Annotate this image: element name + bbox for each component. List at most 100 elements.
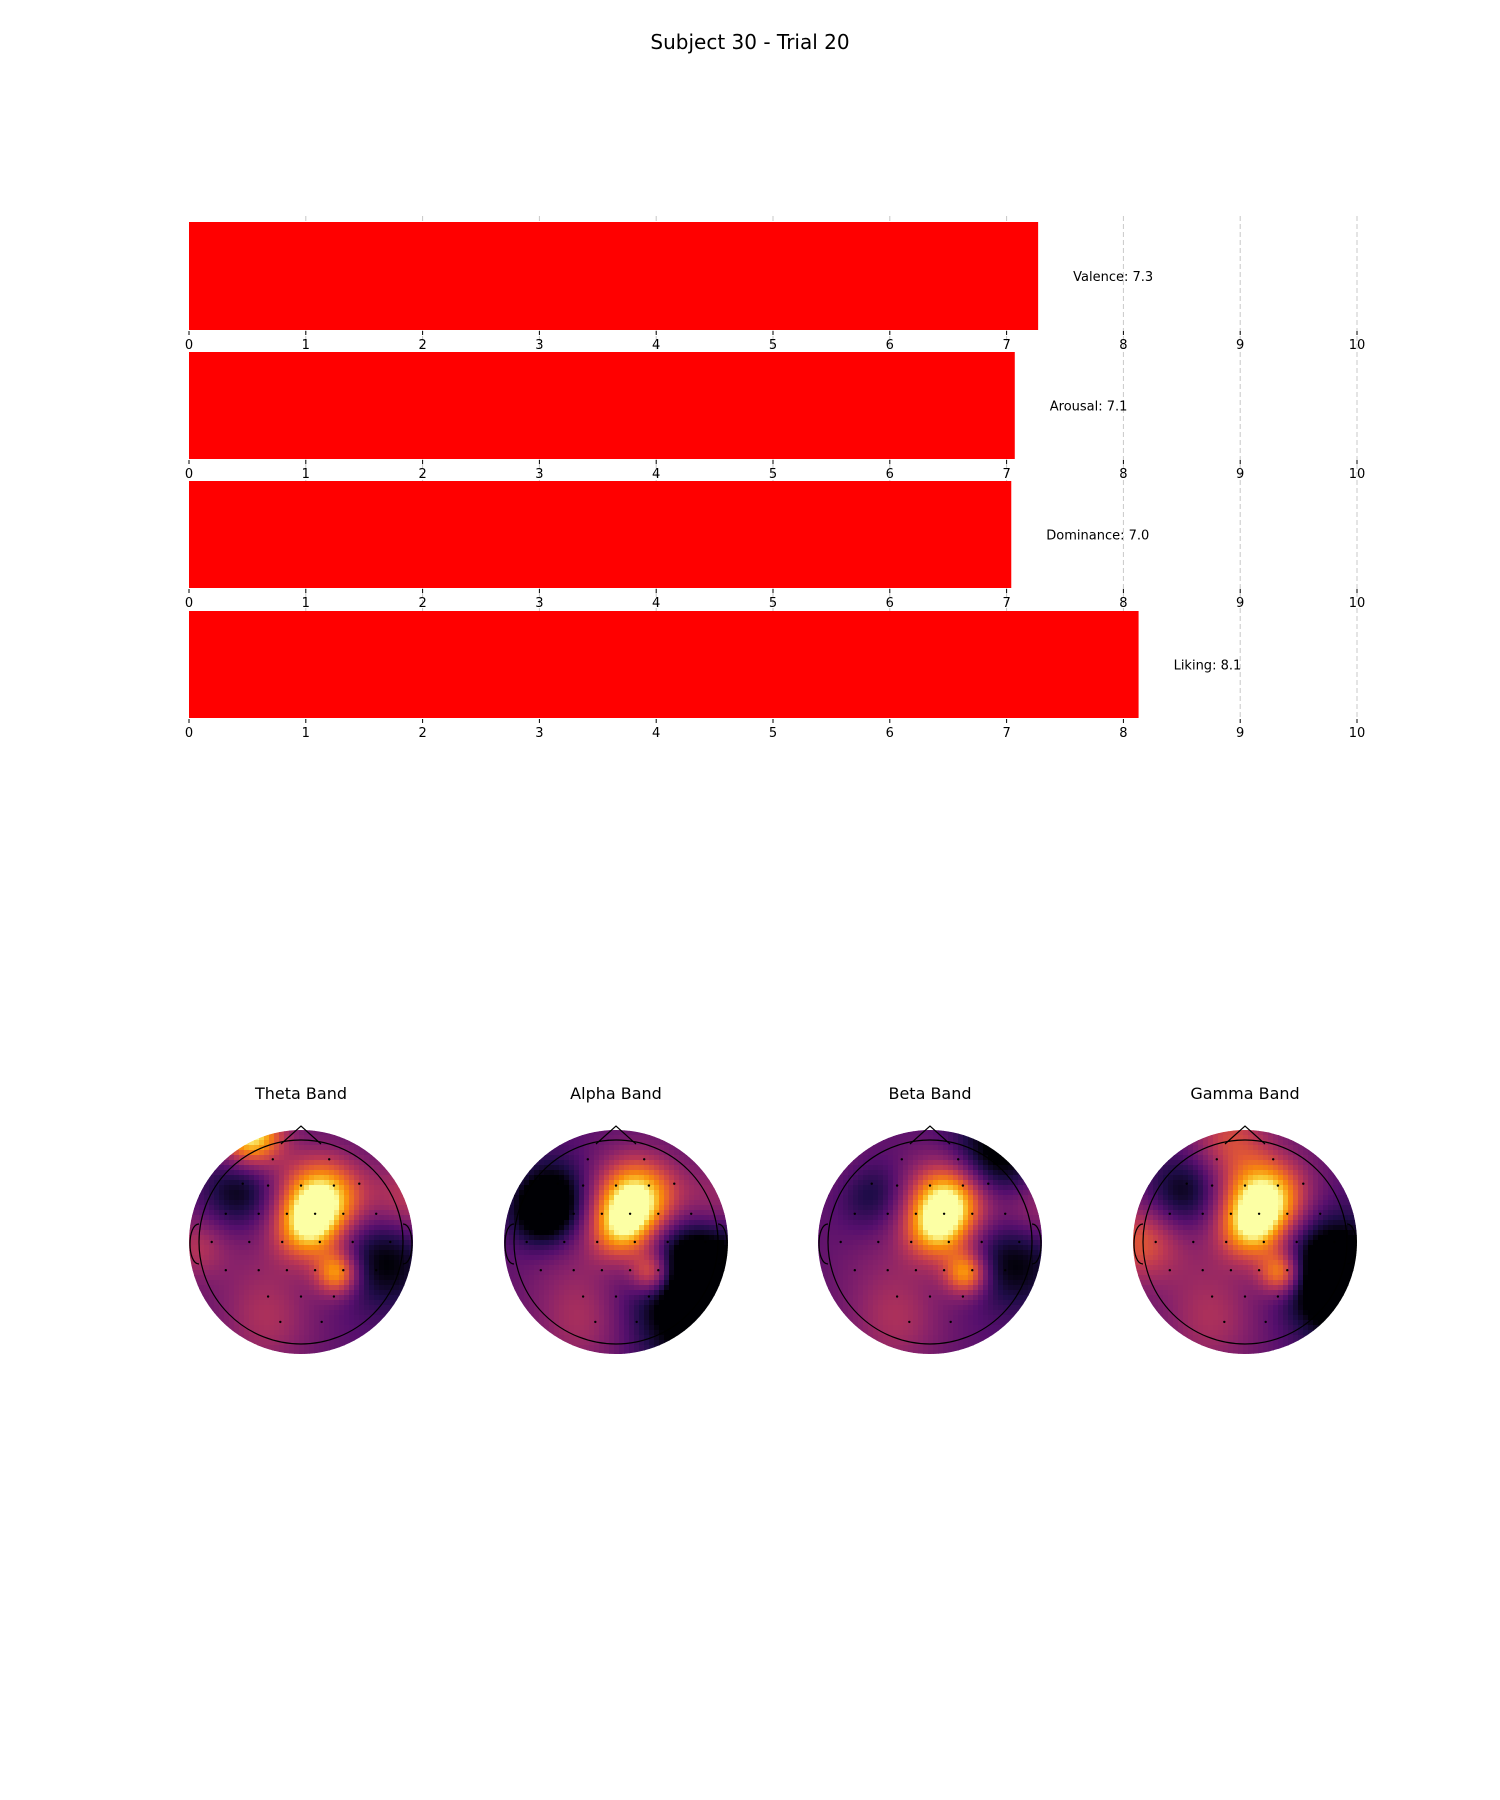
nose-outline [595,1125,637,1145]
right-ear-outline [1346,1223,1357,1265]
electrode-dot [1262,1240,1265,1244]
electrode-dot [614,1295,618,1298]
electrode-dot [572,1212,575,1215]
electrode-dot [596,1240,599,1244]
x-tick-label: 0 [185,338,193,353]
electrode-dot [961,1184,965,1187]
electrode-dot [539,1269,542,1272]
electrode-dot [1264,1320,1267,1324]
electrode-dot [949,1320,952,1324]
electrode-dot [279,1320,282,1324]
electrode-dot [1272,1158,1275,1161]
electrodes [1154,1158,1336,1324]
electrode-dot [1168,1269,1171,1272]
electrode-dot [257,1269,260,1272]
electrode-dot [539,1212,542,1215]
electrode-dot [1319,1269,1322,1272]
x-tick-label: 5 [769,338,777,353]
electrode-dot [886,1269,889,1272]
electrode-dot [957,1158,960,1161]
electrode-dot [886,1212,889,1215]
left-ear-outline [818,1223,829,1265]
x-tick-label: 5 [769,726,777,741]
right-ear-outline [402,1223,413,1265]
electrode-dot [600,1269,604,1272]
x-tick-label: 8 [1119,726,1127,741]
nose-outline [280,1125,322,1145]
x-tick-label: 4 [652,467,660,482]
x-tick-label: 4 [652,726,660,741]
electrode-dot [628,1212,632,1215]
electrode-dot [556,1182,559,1185]
electrode-dot [614,1184,618,1187]
electrode-dot [971,1269,974,1272]
x-tick-label: 9 [1236,467,1244,482]
electrode-dot [351,1240,354,1244]
electrode-dot [942,1269,946,1272]
electrode-dot [389,1240,392,1244]
x-tick-label: 1 [302,726,310,741]
topomap-heat [504,1130,728,1354]
electrode-dot [657,1269,660,1272]
electrode-dot [853,1212,856,1215]
electrode-dot [643,1158,646,1161]
electrode-dot [633,1240,636,1244]
bar-arousal [189,352,1015,459]
electrode-dot [1276,1184,1280,1187]
left-ear-outline [1133,1223,1144,1265]
electrode-dot [1243,1295,1247,1298]
right-ear-outline [1031,1223,1042,1265]
electrode-dot [318,1240,321,1244]
electrode-dot [914,1212,918,1215]
electrode-dot [358,1182,361,1185]
electrode-dot [375,1269,378,1272]
electrode-dot [690,1269,693,1272]
electrode-dot [594,1320,597,1324]
x-tick-label: 8 [1119,467,1127,482]
x-tick-label: 2 [418,338,426,353]
electrode-dot [285,1212,289,1215]
x-tick-label: 1 [302,338,310,353]
electrode-dot [987,1182,990,1185]
electrode-dot [1168,1212,1171,1215]
head-outline [513,1139,719,1345]
electrode-dot [1286,1269,1289,1272]
electrode-dot [525,1240,528,1244]
electrode-dot [635,1320,638,1324]
topomap-heat [818,1130,1042,1354]
electrode-dot [895,1295,899,1298]
topomap-theta [189,1125,413,1354]
bar-label-arousal: Arousal: 7.1 [1050,400,1128,415]
electrode-dot [1333,1240,1336,1244]
electrode-dot [690,1212,693,1215]
x-tick-label: 7 [1002,726,1010,741]
head-outline [827,1139,1033,1345]
electrode-dot [1210,1184,1214,1187]
head-outline [1142,1139,1348,1345]
electrode-dot [1223,1320,1226,1324]
electrode-dot [342,1269,345,1272]
electrode-dot [704,1240,707,1244]
electrode-dot [947,1240,950,1244]
electrode-dot [1210,1295,1214,1298]
electrode-dot [1185,1182,1188,1185]
nose-outline [909,1125,951,1145]
x-axis: 0 1 2 3 4 5 6 7 8 9 10 [185,460,1365,482]
x-tick-label: 5 [769,467,777,482]
electrodes [839,1158,1021,1324]
x-axis: 0 1 2 3 4 5 6 7 8 9 10 [185,589,1365,611]
electrode-dot [572,1269,575,1272]
x-tick-label: 3 [535,596,543,611]
left-ear-outline [504,1223,515,1265]
bar-panel-dominance: Dominance: 7.0 [189,481,1149,588]
x-tick-label: 1 [302,467,310,482]
electrode-dot [1276,1295,1280,1298]
electrode-dot [877,1240,880,1244]
electrode-dot [241,1182,244,1185]
x-axis: 0 1 2 3 4 5 6 7 8 9 10 [185,331,1365,353]
electrode-dot [971,1212,974,1215]
electrode-dot [266,1184,270,1187]
left-ear-outline [189,1223,200,1265]
bar-dominance [189,481,1012,588]
electrode-dot [1286,1212,1289,1215]
